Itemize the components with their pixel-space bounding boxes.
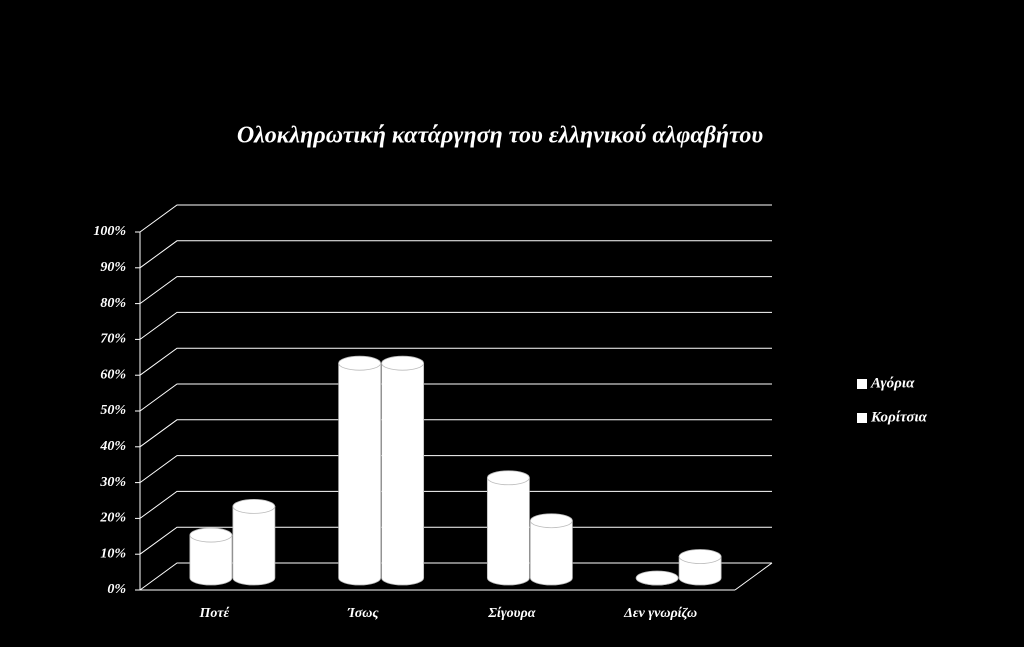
y-tick-label: 100% — [93, 224, 126, 239]
y-tick-label: 90% — [100, 260, 126, 275]
chart-title: Ολοκληρωτική κατάργηση του ελληνικού αλφ… — [237, 123, 764, 149]
bar — [381, 362, 425, 586]
x-tick-label: Σίγουρα — [487, 606, 535, 621]
floor-right — [734, 562, 773, 591]
grid-line — [139, 455, 772, 484]
grid-line — [139, 240, 772, 269]
bar-top — [338, 355, 382, 371]
legend-label: Κορίτσια — [870, 409, 928, 425]
bar-top — [529, 513, 573, 529]
y-tick-label: 80% — [100, 296, 126, 311]
bar — [678, 556, 722, 586]
grid-line — [139, 562, 772, 591]
legend-label: Αγόρια — [870, 375, 915, 391]
bar — [232, 506, 276, 586]
bar-top — [232, 498, 276, 514]
bar-top — [486, 470, 530, 486]
x-tick-label: Ποτέ — [199, 606, 230, 621]
bar — [486, 477, 530, 586]
y-tick-label: 0% — [107, 582, 126, 597]
bar — [529, 520, 573, 586]
grid-line — [139, 383, 772, 412]
grid-line — [139, 490, 772, 519]
grid-line — [139, 276, 772, 305]
bar-top — [381, 355, 425, 371]
y-tick-label: 20% — [99, 511, 126, 526]
y-tick-label: 40% — [99, 439, 126, 454]
bar — [189, 534, 233, 586]
x-tick-label: Δεν γνωρίζω — [623, 606, 697, 621]
grid-line — [139, 204, 772, 233]
y-tick-label: 10% — [100, 546, 126, 561]
bar-top — [635, 570, 679, 586]
bar — [338, 362, 382, 586]
y-tick-label: 50% — [100, 403, 126, 418]
grid-line — [139, 347, 772, 376]
bar-top — [189, 527, 233, 543]
y-tick-label: 60% — [100, 367, 126, 382]
legend-swatch — [857, 413, 867, 423]
bar-top — [678, 549, 722, 564]
y-tick-label: 70% — [100, 332, 126, 347]
grid-line — [139, 311, 772, 340]
x-tick-label: Ίσως — [347, 606, 380, 621]
y-tick-label: 30% — [99, 475, 126, 490]
grid-line — [139, 526, 772, 555]
grid-line — [139, 419, 772, 448]
legend-swatch — [857, 379, 867, 389]
